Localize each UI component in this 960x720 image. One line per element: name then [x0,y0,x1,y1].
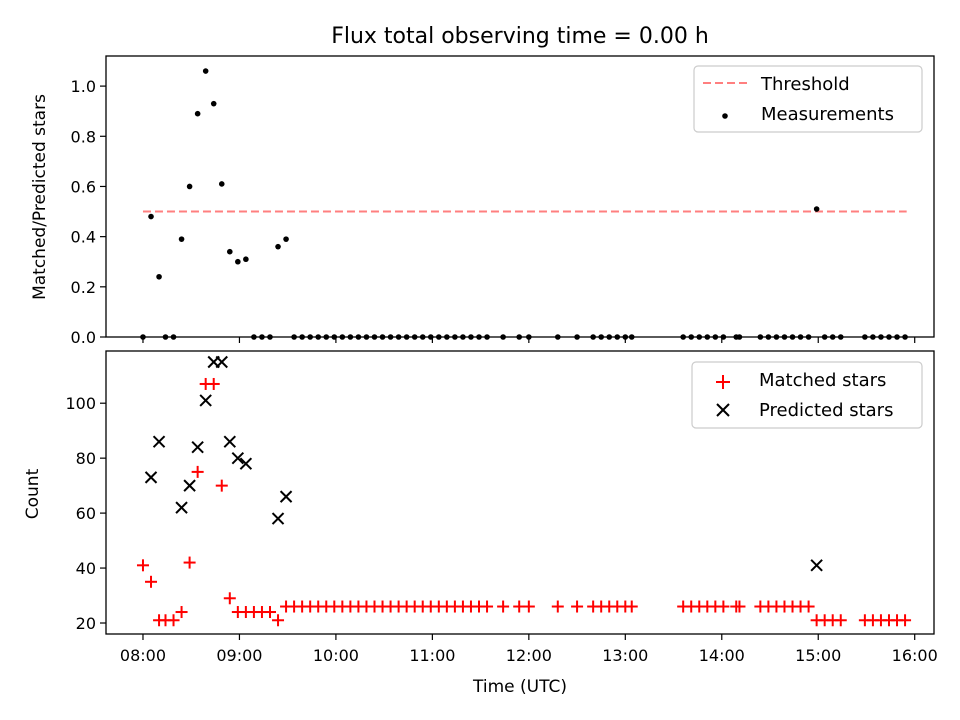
predicted-star-point [223,435,237,448]
matched-star-point [571,600,584,613]
measurement-point [226,248,233,255]
y-tick-label: 0.6 [71,177,96,196]
bottom-panel-ylabel: Count [23,468,43,519]
y-tick-label: 0.8 [71,127,96,146]
matched-star-point [175,606,188,619]
bottom-panel: 20 40 60 80 100 08:00 09:00 10:00 11:00 12:00 13:… [65,350,938,665]
predicted-star-point [152,435,166,448]
x-tick-label: 13:00 [602,646,648,665]
x-tick-label: 15:00 [795,646,841,665]
predicted-star-point [231,451,245,465]
measurement-point [148,213,154,220]
x-tick-label: 10:00 [313,646,359,665]
y-tick-label: 60 [76,504,96,523]
matched-star-point [272,614,285,627]
measurement-point [186,183,193,190]
measurement-point [178,236,185,242]
measurement-point [283,236,289,242]
measurement-point [156,273,162,280]
chart-title: Flux total observing time = 0.00 h [331,24,709,49]
x-tick-label: 12:00 [506,646,552,665]
measurement-point [194,110,201,117]
y-tick-label: 0.4 [71,228,96,247]
measurement-point [243,256,249,263]
matched-star-point [481,600,494,613]
matched-star-point [522,600,535,613]
x-tick-label: 09:00 [216,646,262,665]
y-tick-label: 1.0 [71,77,96,96]
predicted-star-point [279,490,293,503]
measurement-point [275,243,281,250]
matched-star-point [551,600,564,613]
predicted-star-point [175,501,188,514]
measurement-point [218,181,225,187]
legend-measurements-swatch [722,113,728,119]
predicted-star-point [183,479,196,492]
matched-star-point [183,556,196,569]
y-tick-label: 80 [76,449,96,468]
legend-predicted-label: Predicted stars [759,400,893,421]
y-tick-label: 40 [76,559,96,578]
matched-star-point [899,614,912,627]
matched-star-point [733,600,746,613]
top-panel-frame [105,55,935,338]
legend-threshold-label: Threshold [760,74,850,95]
matched-star-point [717,600,730,613]
matched-star-point [191,465,204,478]
predicted-star-point [810,559,823,572]
legend-measurements-label: Measurements [761,104,894,125]
matched-star-point [167,614,180,627]
predicted-star-point [191,440,204,454]
x-tick-label: 11:00 [409,646,455,665]
top-panel-ylabel: Matched/Predicted stars [30,94,50,300]
y-tick-label: 20 [76,614,96,633]
matched-star-point [497,600,510,613]
measurement-point [235,258,241,265]
matched-star-point [145,575,158,588]
matched-star-point [215,479,228,492]
predicted-star-point [271,512,285,525]
x-tick-label: 08:00 [120,646,166,665]
predicted-star-point [199,394,212,407]
top-legend-box [693,65,923,133]
legend-predicted-swatch [716,403,730,417]
bottom-legend: Matched stars Predicted stars [691,361,923,429]
predicted-star-point [239,457,253,470]
predicted-star-point [215,355,228,369]
measurement-point [813,206,820,212]
measurement-point [202,68,209,74]
matched-star-point [223,592,236,605]
x-tick-label: 14:00 [699,646,745,665]
top-legend: Threshold Measurements [693,65,923,133]
y-tick-label: 0.2 [71,278,96,297]
matched-star-point [834,614,847,627]
x-tick-label: 16:00 [892,646,938,665]
matched-star-point [263,606,276,619]
measurement-point [210,100,217,107]
legend-matched-label: Matched stars [759,370,886,391]
matched-star-point [802,600,815,613]
matched-star-point [625,600,638,613]
x-axis-label: Time (UTC) [472,677,567,697]
y-tick-label: 0.0 [71,328,96,347]
bottom-legend-box [691,361,923,429]
predicted-star-point [144,471,158,484]
y-tick-label: 100 [65,394,96,413]
legend-matched-swatch [716,375,730,389]
top-panel: 0.0 0.2 0.4 0.6 0.8 1.0 Threshold Measurement… [71,55,935,347]
matched-star-point [207,377,220,390]
matched-star-point [136,559,149,572]
bottom-panel-frame [105,350,935,635]
